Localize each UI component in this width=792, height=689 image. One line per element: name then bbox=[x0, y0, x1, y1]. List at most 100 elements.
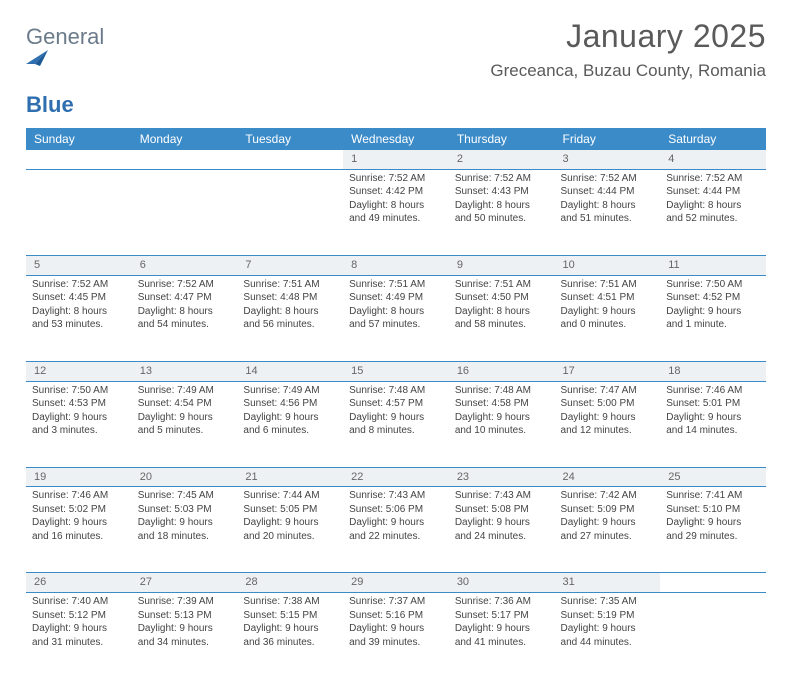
daynum-row: 567891011 bbox=[26, 255, 766, 275]
sunrise-line: Sunrise: 7:52 AM bbox=[138, 278, 232, 292]
day-number: 23 bbox=[449, 467, 555, 487]
sunset-line: Sunset: 5:01 PM bbox=[666, 397, 760, 411]
data-row: Sunrise: 7:52 AMSunset: 4:45 PMDaylight:… bbox=[26, 275, 766, 361]
day-number: 24 bbox=[555, 467, 661, 487]
daylight1-line: Daylight: 9 hours bbox=[455, 622, 549, 636]
data-row: Sunrise: 7:46 AMSunset: 5:02 PM Daylight:… bbox=[26, 487, 766, 573]
daylight2-line: and 52 minutes. bbox=[666, 212, 760, 226]
day-cell: Sunrise: 7:48 AMSunset: 4:57 PMDaylight:… bbox=[343, 381, 449, 467]
daylight1-line: Daylight: 8 hours bbox=[666, 199, 760, 213]
sunrise-line: Sunrise: 7:52 AM bbox=[455, 172, 549, 186]
sunset-line: Sunset: 5:15 PM bbox=[243, 609, 337, 623]
daynum-row: 12131415161718 bbox=[26, 361, 766, 381]
sunrise-line: Sunrise: 7:49 AM bbox=[243, 384, 337, 398]
daylight2-line: and 8 minutes. bbox=[349, 424, 443, 438]
daynum-row: 262728293031 bbox=[26, 573, 766, 593]
day-cell: Sunrise: 7:35 AMSunset: 5:19 PMDaylight:… bbox=[555, 593, 661, 679]
sunrise-line: Sunrise: 7:52 AM bbox=[349, 172, 443, 186]
sunset-line: Sunset: 4:43 PM bbox=[455, 185, 549, 199]
sunset-line: Sunset: 5:13 PM bbox=[138, 609, 232, 623]
day-number: 7 bbox=[237, 255, 343, 275]
daylight1-line: Daylight: 9 hours bbox=[32, 622, 126, 636]
sunset-line: Sunset: 4:56 PM bbox=[243, 397, 337, 411]
daylight2-line: and 57 minutes. bbox=[349, 318, 443, 332]
day-number: 13 bbox=[132, 361, 238, 381]
col-monday: Monday bbox=[132, 128, 238, 150]
daylight1-line: Daylight: 9 hours bbox=[561, 622, 655, 636]
daylight1-line: Daylight: 9 hours bbox=[243, 516, 337, 530]
sunset-line: Sunset: 4:58 PM bbox=[455, 397, 549, 411]
day-number: 15 bbox=[343, 361, 449, 381]
sunset-line: Sunset: 4:50 PM bbox=[455, 291, 549, 305]
day-cell bbox=[132, 169, 238, 255]
day-number: 27 bbox=[132, 573, 238, 593]
daylight1-line: Daylight: 8 hours bbox=[243, 305, 337, 319]
sunrise-line: Sunrise: 7:48 AM bbox=[349, 384, 443, 398]
daylight1-line: Daylight: 9 hours bbox=[455, 411, 549, 425]
day-number: 30 bbox=[449, 573, 555, 593]
sunrise-line: Sunrise: 7:43 AM bbox=[455, 489, 549, 503]
daylight2-line: and 3 minutes. bbox=[32, 424, 126, 438]
sunset-line: Sunset: 4:45 PM bbox=[32, 291, 126, 305]
daylight2-line: and 58 minutes. bbox=[455, 318, 549, 332]
day-cell: Sunrise: 7:43 AMSunset: 5:08 PMDaylight:… bbox=[449, 487, 555, 573]
col-wednesday: Wednesday bbox=[343, 128, 449, 150]
brand-text: General Blue bbox=[26, 24, 104, 118]
sunset-line: Sunset: 5:02 PM bbox=[32, 503, 126, 517]
day-cell: Sunrise: 7:46 AMSunset: 5:01 PMDaylight:… bbox=[660, 381, 766, 467]
day-number: 19 bbox=[26, 467, 132, 487]
daylight2-line: and 24 minutes. bbox=[455, 530, 549, 544]
day-number: 12 bbox=[26, 361, 132, 381]
daylight2-line: and 39 minutes. bbox=[349, 636, 443, 650]
sunrise-line: Sunrise: 7:46 AM bbox=[32, 489, 126, 503]
daylight1-line: Daylight: 9 hours bbox=[561, 411, 655, 425]
daynum-row: 1234 bbox=[26, 150, 766, 169]
weekday-header-row: Sunday Monday Tuesday Wednesday Thursday… bbox=[26, 128, 766, 150]
day-number: 25 bbox=[660, 467, 766, 487]
sunset-line: Sunset: 4:42 PM bbox=[349, 185, 443, 199]
sunrise-line: Sunrise: 7:43 AM bbox=[349, 489, 443, 503]
daylight1-line: Daylight: 9 hours bbox=[32, 411, 126, 425]
sunset-line: Sunset: 4:44 PM bbox=[561, 185, 655, 199]
day-number: 26 bbox=[26, 573, 132, 593]
day-cell: Sunrise: 7:50 AMSunset: 4:52 PMDaylight:… bbox=[660, 275, 766, 361]
sunset-line: Sunset: 5:17 PM bbox=[455, 609, 549, 623]
day-cell: Sunrise: 7:43 AMSunset: 5:06 PMDaylight:… bbox=[343, 487, 449, 573]
day-number: 21 bbox=[237, 467, 343, 487]
daylight1-line: Daylight: 8 hours bbox=[455, 199, 549, 213]
day-cell: Sunrise: 7:41 AMSunset: 5:10 PMDaylight:… bbox=[660, 487, 766, 573]
daylight1-line: Daylight: 9 hours bbox=[666, 411, 760, 425]
day-cell: Sunrise: 7:38 AMSunset: 5:15 PMDaylight:… bbox=[237, 593, 343, 679]
sunset-line: Sunset: 4:52 PM bbox=[666, 291, 760, 305]
col-tuesday: Tuesday bbox=[237, 128, 343, 150]
sunrise-line: Sunrise: 7:51 AM bbox=[455, 278, 549, 292]
sunrise-line: Sunrise: 7:52 AM bbox=[561, 172, 655, 186]
sunset-line: Sunset: 4:57 PM bbox=[349, 397, 443, 411]
daylight1-line: Daylight: 9 hours bbox=[349, 622, 443, 636]
daylight2-line: and 41 minutes. bbox=[455, 636, 549, 650]
day-number bbox=[132, 150, 238, 169]
day-number: 4 bbox=[660, 150, 766, 169]
daylight1-line: Daylight: 8 hours bbox=[349, 199, 443, 213]
daylight1-line: Daylight: 9 hours bbox=[561, 516, 655, 530]
day-number: 16 bbox=[449, 361, 555, 381]
title-block: January 2025 Greceanca, Buzau County, Ro… bbox=[490, 18, 766, 81]
daylight1-line: Daylight: 9 hours bbox=[138, 516, 232, 530]
calendar-page: General Blue January 2025 Greceanca, Buz… bbox=[0, 0, 792, 689]
day-number: 18 bbox=[660, 361, 766, 381]
daylight1-line: Daylight: 8 hours bbox=[32, 305, 126, 319]
brand-word-1: General bbox=[26, 24, 104, 49]
sunrise-line: Sunrise: 7:42 AM bbox=[561, 489, 655, 503]
daynum-row: 19202122232425 bbox=[26, 467, 766, 487]
daylight2-line: and 22 minutes. bbox=[349, 530, 443, 544]
sunset-line: Sunset: 5:05 PM bbox=[243, 503, 337, 517]
day-number: 11 bbox=[660, 255, 766, 275]
calendar-table: Sunday Monday Tuesday Wednesday Thursday… bbox=[26, 128, 766, 679]
sunset-line: Sunset: 4:49 PM bbox=[349, 291, 443, 305]
day-number: 1 bbox=[343, 150, 449, 169]
sunset-line: Sunset: 5:10 PM bbox=[666, 503, 760, 517]
day-cell: Sunrise: 7:51 AMSunset: 4:48 PMDaylight:… bbox=[237, 275, 343, 361]
daylight2-line: and 34 minutes. bbox=[138, 636, 232, 650]
daylight2-line: and 56 minutes. bbox=[243, 318, 337, 332]
daylight1-line: Daylight: 9 hours bbox=[666, 516, 760, 530]
